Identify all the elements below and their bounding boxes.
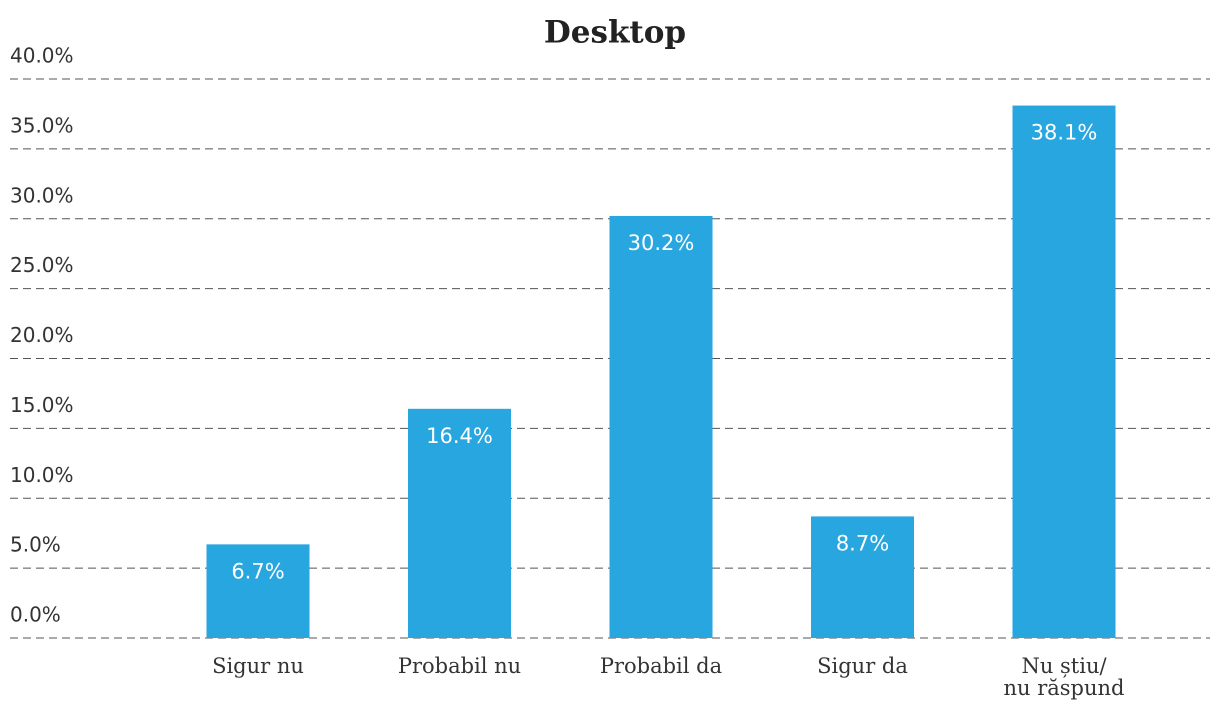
y-tick-label: 5.0% — [10, 533, 61, 557]
value-label: 38.1% — [1031, 121, 1098, 145]
bar — [1012, 105, 1116, 639]
chart-title: Desktop — [544, 15, 686, 51]
value-label: 16.4% — [426, 424, 493, 448]
y-tick-label: 20.0% — [10, 323, 74, 347]
bar — [408, 408, 511, 638]
y-tick-label: 0.0% — [10, 603, 61, 627]
x-tick-label: Probabil nu — [397, 654, 522, 678]
y-tick-label: 40.0% — [10, 44, 74, 68]
bar — [609, 215, 713, 638]
y-tick-label: 35.0% — [10, 113, 74, 137]
x-tick-label: Probabil da — [599, 654, 723, 678]
x-tick-label: Sigur da — [817, 654, 908, 678]
x-tick-label: Nu știu/ nu răspund — [1003, 654, 1125, 700]
bar — [206, 544, 310, 638]
y-tick-label: 25.0% — [10, 253, 74, 277]
value-label: 8.7% — [836, 531, 889, 555]
value-label: 6.7% — [231, 559, 284, 583]
y-tick-label: 30.0% — [10, 183, 74, 207]
y-tick-label: 15.0% — [10, 393, 74, 417]
y-tick-label: 10.0% — [10, 463, 74, 487]
bar — [811, 516, 914, 638]
value-label: 30.2% — [628, 231, 695, 255]
x-tick-label: Sigur nu — [212, 654, 304, 678]
